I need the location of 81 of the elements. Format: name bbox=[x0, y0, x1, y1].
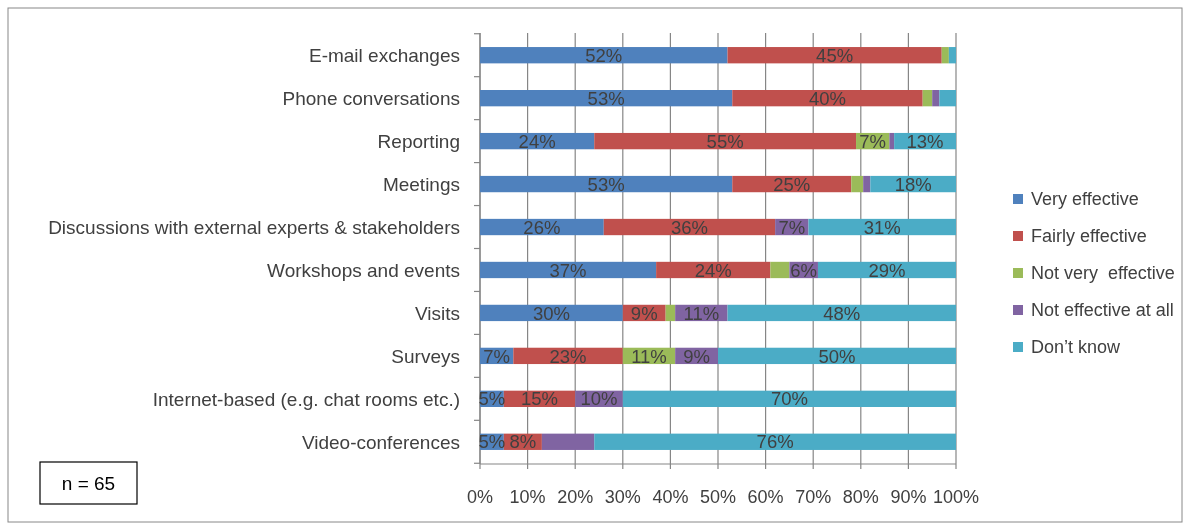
y-tick-label: Internet-based (e.g. chat rooms etc.) bbox=[152, 388, 460, 410]
data-label: 10% bbox=[580, 388, 618, 410]
bar bbox=[948, 47, 956, 64]
bar bbox=[732, 90, 923, 107]
y-tick-label: Discussions with external experts & stakeholders bbox=[48, 216, 460, 238]
data-label: 36% bbox=[670, 216, 708, 238]
data-label: 24% bbox=[694, 259, 732, 281]
data-label: 24% bbox=[518, 130, 556, 152]
data-label: 13% bbox=[906, 130, 944, 152]
data-label: 76% bbox=[756, 431, 794, 453]
data-label: 18% bbox=[894, 173, 932, 195]
bar bbox=[727, 304, 956, 322]
x-tick-label: 50% bbox=[699, 487, 737, 508]
legend-label: Fairly effective bbox=[1031, 226, 1147, 247]
y-tick-label: Phone conversations bbox=[282, 88, 460, 109]
data-label: 55% bbox=[706, 130, 744, 152]
x-tick-label: 30% bbox=[604, 487, 641, 508]
data-label: 15% bbox=[520, 388, 559, 410]
data-label: 45% bbox=[816, 44, 854, 66]
data-label: 52% bbox=[585, 44, 623, 66]
data-label: 26% bbox=[523, 216, 561, 238]
x-tick-label: 10% bbox=[509, 487, 546, 508]
legend-label: Not effective at all bbox=[1031, 300, 1174, 321]
x-tick-label: 70% bbox=[795, 487, 832, 508]
data-label: 7% bbox=[483, 345, 511, 367]
data-label: 9% bbox=[630, 302, 658, 324]
bar bbox=[480, 90, 733, 107]
data-label: 25% bbox=[773, 173, 811, 195]
y-tick-label: Meetings bbox=[382, 173, 460, 195]
x-tick-label: 100% bbox=[932, 487, 980, 508]
data-label: 11% bbox=[683, 302, 720, 324]
bar bbox=[922, 90, 933, 107]
bar bbox=[863, 175, 871, 193]
bar bbox=[718, 347, 956, 365]
x-tick-label: 90% bbox=[890, 487, 927, 508]
x-tick-label: 60% bbox=[747, 487, 784, 508]
y-tick-label: Reporting bbox=[377, 130, 460, 152]
bar bbox=[594, 132, 857, 150]
bar bbox=[939, 90, 956, 107]
bar bbox=[932, 90, 940, 107]
bar bbox=[622, 390, 956, 407]
data-label: 53% bbox=[587, 173, 625, 195]
data-label: 29% bbox=[868, 259, 906, 281]
x-tick-label: 40% bbox=[652, 487, 689, 508]
data-label: 50% bbox=[818, 345, 856, 367]
data-label: 53% bbox=[587, 87, 625, 109]
data-label: 48% bbox=[823, 302, 861, 324]
y-tick-label: Workshops and events bbox=[267, 259, 460, 281]
data-label: 7% bbox=[778, 216, 806, 238]
data-label: 31% bbox=[863, 216, 901, 238]
data-label: 23% bbox=[549, 345, 587, 367]
x-tick-label: 20% bbox=[557, 487, 594, 508]
data-label: 7% bbox=[859, 130, 887, 152]
data-label: 6% bbox=[790, 259, 818, 281]
y-tick-label: Surveys bbox=[391, 345, 460, 367]
bar bbox=[480, 175, 733, 193]
y-tick-label: E-mail exchanges bbox=[308, 45, 460, 67]
bar bbox=[941, 47, 949, 64]
legend-label: Not very effective bbox=[1031, 263, 1175, 284]
data-label: 9% bbox=[683, 345, 710, 367]
data-label: 70% bbox=[770, 388, 808, 410]
bar bbox=[665, 304, 676, 322]
bar bbox=[480, 47, 728, 64]
legend-label: Don’t know bbox=[1031, 337, 1122, 358]
text: n = 65 bbox=[61, 472, 116, 494]
y-tick-label: Video-conferences bbox=[301, 431, 460, 453]
bar bbox=[851, 175, 864, 193]
legend-label: Very effective bbox=[1031, 189, 1139, 210]
bar bbox=[727, 47, 942, 64]
data-label: 8% bbox=[509, 431, 537, 453]
y-tick-label: Visits bbox=[414, 302, 460, 324]
data-label: 40% bbox=[808, 87, 846, 109]
bar bbox=[889, 132, 895, 150]
bar bbox=[770, 261, 790, 279]
bar bbox=[541, 433, 595, 450]
data-label: 30% bbox=[532, 302, 570, 324]
data-label: 37% bbox=[549, 259, 587, 281]
bar bbox=[594, 433, 956, 450]
x-tick-label: 0% bbox=[466, 487, 494, 508]
x-tick-label: 80% bbox=[842, 487, 879, 508]
data-label: 11% bbox=[631, 345, 667, 367]
